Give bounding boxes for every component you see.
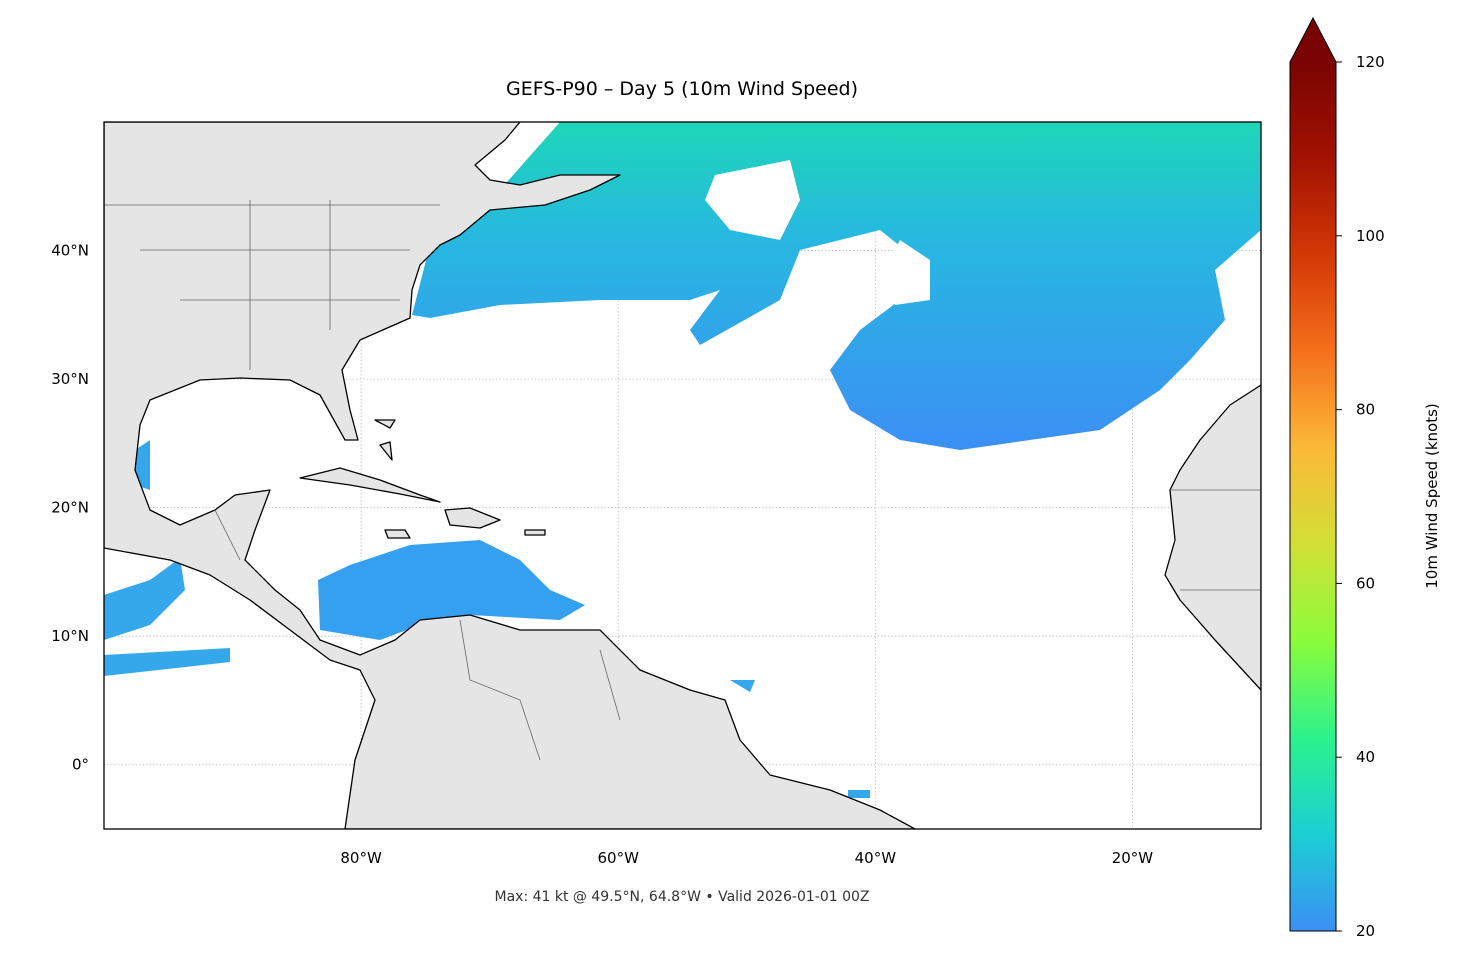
colorbar-label: 10m Wind Speed (knots)	[1423, 403, 1441, 589]
map-frame	[103, 121, 1262, 830]
land-islands	[299, 419, 546, 539]
colorbar-tick-label: 100	[1356, 227, 1385, 245]
colorbar: 20 40 60 80 100 120	[1289, 16, 1385, 940]
calm-area	[705, 160, 930, 305]
y-tick-label: 20°N	[51, 499, 89, 517]
y-tick-label: 30°N	[51, 370, 89, 388]
y-tick-label: 40°N	[51, 242, 89, 260]
x-tick-label: 20°W	[1112, 849, 1154, 867]
colorbar-tick-label: 20	[1356, 922, 1375, 940]
land-north-central-america	[104, 122, 916, 829]
land-africa	[1164, 384, 1261, 691]
colorbar-tick-label: 40	[1356, 748, 1375, 766]
borders	[104, 200, 1261, 761]
colorbar-tick-label: 120	[1356, 53, 1385, 71]
wind-field	[412, 122, 1261, 450]
y-tick-label: 10°N	[51, 627, 89, 645]
colorbar-tick-label: 80	[1356, 401, 1375, 419]
x-tick-label: 60°W	[598, 849, 640, 867]
subtitle: Max: 41 kt @ 49.5°N, 64.8°W • Valid 2026…	[495, 889, 870, 905]
colorbar-tick-label: 60	[1356, 574, 1375, 592]
x-tick-label: 40°W	[855, 849, 897, 867]
colorbar-extend	[1290, 18, 1336, 62]
map-layer	[104, 122, 1261, 829]
x-tick-label: 80°W	[340, 849, 382, 867]
colorbar-outline	[1289, 16, 1337, 932]
chart-title: GEFS-P90 – Day 5 (10m Wind Speed)	[506, 78, 858, 100]
wind-field	[318, 540, 585, 640]
y-tick-label: 0°	[72, 756, 89, 774]
colorbar-ramp	[1290, 62, 1336, 931]
